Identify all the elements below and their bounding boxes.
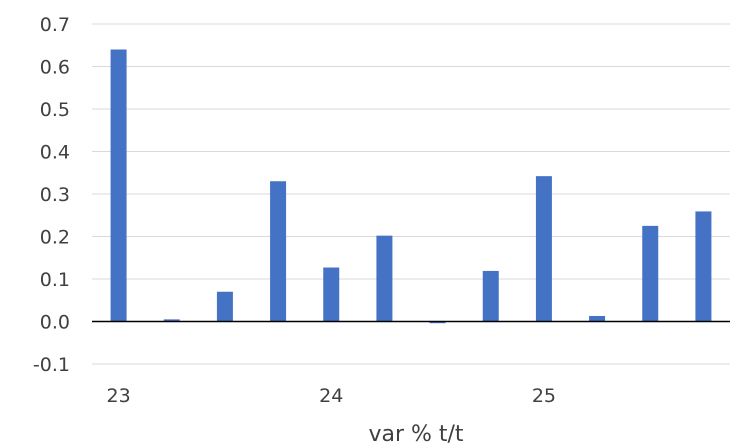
x-axis-tick-labels: 23 24 25 xyxy=(106,385,556,407)
y-tick-label: 0.7 xyxy=(40,14,70,36)
bar xyxy=(376,235,393,322)
bar xyxy=(429,321,446,324)
bar xyxy=(642,225,659,322)
x-tick-label: 24 xyxy=(319,385,343,407)
y-tick-label: -0.1 xyxy=(33,354,70,376)
bar xyxy=(695,211,712,322)
y-tick-label: 0.2 xyxy=(40,227,70,249)
x-tick-label: 23 xyxy=(106,385,130,407)
y-tick-label: 0.1 xyxy=(40,269,70,291)
bar xyxy=(216,291,233,322)
bar-series xyxy=(110,49,712,324)
y-tick-label: 0.3 xyxy=(40,184,70,206)
y-tick-label: 0.0 xyxy=(40,312,70,334)
y-tick-label: 0.5 xyxy=(40,99,70,121)
gridlines xyxy=(92,23,730,365)
x-axis-title: var % t/t xyxy=(368,422,463,446)
y-tick-label: 0.6 xyxy=(40,57,70,79)
y-axis-tick-labels: -0.1 0.0 0.1 0.2 0.3 0.4 0.5 0.6 0.7 xyxy=(33,14,70,376)
bar xyxy=(163,319,180,322)
bar xyxy=(482,270,499,322)
bar xyxy=(589,315,606,322)
bar xyxy=(110,49,127,322)
bar xyxy=(323,267,340,322)
bar xyxy=(535,176,552,322)
bar xyxy=(270,181,287,322)
x-tick-label: 25 xyxy=(532,385,556,407)
y-tick-label: 0.4 xyxy=(40,142,70,164)
